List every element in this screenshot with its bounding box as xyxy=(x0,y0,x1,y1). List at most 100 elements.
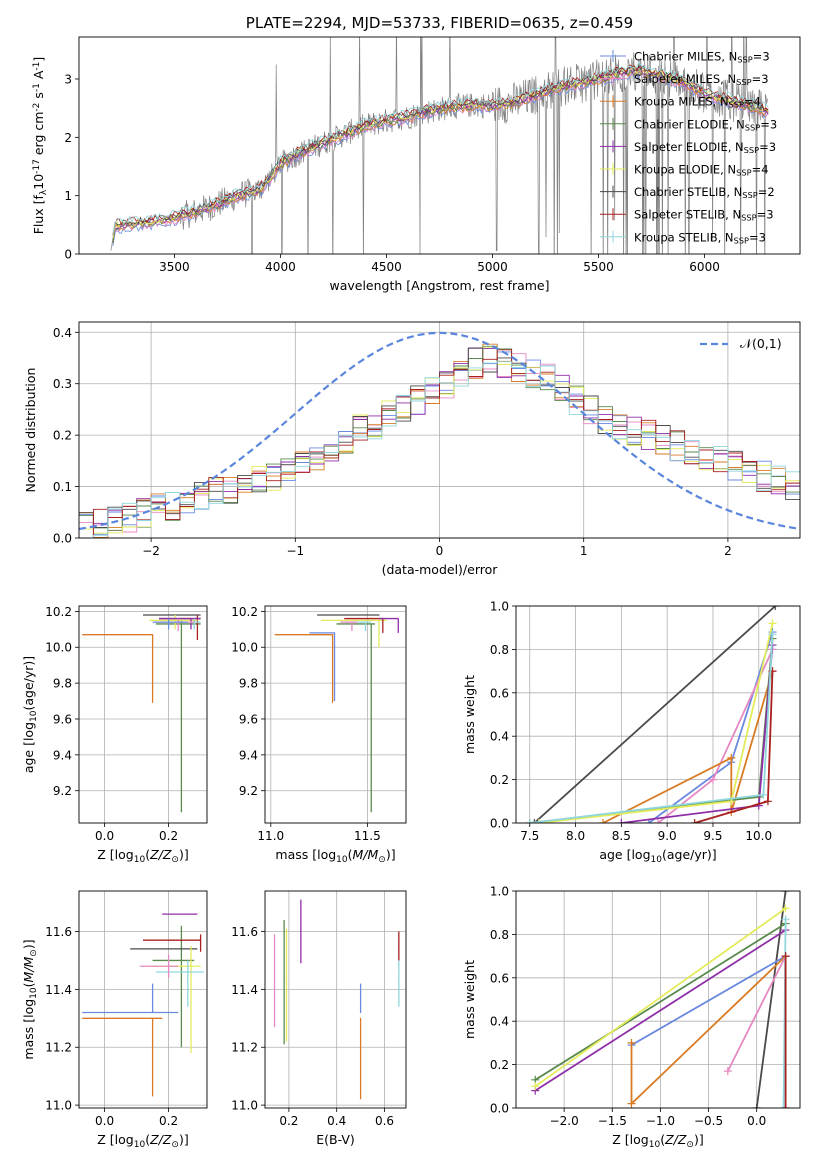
data-point-2 xyxy=(285,982,288,985)
data-point-6 xyxy=(397,617,399,620)
histogram-7 xyxy=(79,349,800,538)
x-tick-label: 0 xyxy=(436,544,444,558)
weight-marker-8 xyxy=(781,1104,790,1108)
x-tick-label: 7.5 xyxy=(520,829,539,843)
y-tick-label: 0.8 xyxy=(490,928,509,942)
y-tick-label: 0.8 xyxy=(490,643,509,657)
y-tick-label: 9.6 xyxy=(239,712,258,726)
model-line-8 xyxy=(112,61,769,235)
legend-label: Salpeter MILES, NSSP=3 xyxy=(634,72,769,87)
data-point-4 xyxy=(174,619,176,621)
x-tick-label: 5000 xyxy=(477,260,508,274)
panel-spectrum: 3500 4000 4500 5000 5500 6000 0 1 2 3 wavelength [… xyxy=(31,14,801,293)
x-tick-label: 8.5 xyxy=(612,829,631,843)
y-tick-label: 0.2 xyxy=(53,429,72,443)
data-point-3 xyxy=(378,614,380,616)
panel-residuals: −2 −1 0 1 2 0.0 0.1 0.2 0.3 0.4 (data-model)/error… xyxy=(23,321,801,577)
plot-area-z-massweight xyxy=(531,891,790,1108)
x-axis-label: mass [log10(M/M⊙)] xyxy=(275,847,395,865)
data-point-8 xyxy=(168,621,170,623)
plot-area-mass-age xyxy=(274,614,399,813)
y-tick-label: 0.0 xyxy=(490,817,509,831)
y-tick-label: 9.8 xyxy=(239,677,258,691)
y-tick-label: 9.6 xyxy=(53,712,72,726)
data-point-5 xyxy=(190,617,192,620)
weight-line-4 xyxy=(631,955,787,1046)
legend-label: Salpeter ELODIE, NSSP=3 xyxy=(634,140,776,155)
y-tick-label: 9.8 xyxy=(53,677,72,691)
weight-marker-2 xyxy=(708,775,717,784)
y-tick-label: 9.4 xyxy=(239,748,258,762)
x-tick-label: −0.5 xyxy=(694,1114,723,1128)
plot-area-age-massweight xyxy=(525,606,780,823)
weight-marker-6 xyxy=(768,619,777,628)
weight-marker-3 xyxy=(727,753,736,762)
legend-label: Chabrier ELODIE, NSSP=3 xyxy=(634,117,777,132)
y-tick-label: 9.2 xyxy=(53,784,72,798)
data-point-6 xyxy=(190,965,192,967)
weight-marker-0 xyxy=(752,1104,761,1108)
data-point-2 xyxy=(180,959,182,962)
data-point-0 xyxy=(332,634,334,636)
legend-label: Kroupa MILES, NSSP=4 xyxy=(634,95,761,110)
weight-line-3 xyxy=(534,907,787,1088)
panel-z-mass: 0.0 0.2 11.0 11.2 11.4 11.6 Z [log10(Z/Z⊙)] mas… xyxy=(21,890,208,1150)
weight-marker-7 xyxy=(779,1104,788,1108)
y-tick-label: 1 xyxy=(64,189,72,203)
x-tick-label: 0.2 xyxy=(279,1114,298,1128)
x-axis-label: E(B-V) xyxy=(316,1132,355,1147)
x-tick-label: 2 xyxy=(724,544,732,558)
x-tick-label: 9.0 xyxy=(658,829,677,843)
data-point-5 xyxy=(184,913,186,915)
y-tick-label: 11.4 xyxy=(45,983,72,997)
y-tick-label: 0.0 xyxy=(490,1102,509,1116)
axes-frame xyxy=(78,36,801,255)
x-tick-label: 11.5 xyxy=(354,829,381,843)
y-tick-label: 0.0 xyxy=(53,532,72,546)
weight-marker-5 xyxy=(627,1099,636,1108)
y-tick-label: 11.6 xyxy=(231,925,258,939)
weight-marker-7 xyxy=(763,797,772,806)
weight-marker-0 xyxy=(530,819,539,823)
weight-marker-8 xyxy=(759,790,768,799)
legend-label: Chabrier MILES, NSSP=3 xyxy=(634,50,770,65)
axes-frame xyxy=(78,321,801,539)
y-tick-label: 0.2 xyxy=(490,1058,509,1072)
y-axis-label: mass weight xyxy=(462,675,477,754)
histogram-8 xyxy=(79,361,800,538)
data-point-5 xyxy=(359,1011,362,1014)
data-point-0 xyxy=(152,1017,154,1019)
y-axis-label: mass [log10(M/M⊙)] xyxy=(21,939,39,1059)
weight-marker-0 xyxy=(771,606,780,610)
x-tick-label: 0.0 xyxy=(95,1114,114,1128)
weight-marker-8 xyxy=(768,630,777,639)
x-tick-label: 10.0 xyxy=(745,829,772,843)
y-tick-label: 11.0 xyxy=(231,1099,258,1113)
y-tick-label: 0.1 xyxy=(53,480,72,494)
data-point-1 xyxy=(283,982,285,985)
y-tick-label: 9.4 xyxy=(53,748,72,762)
x-tick-label: −2.0 xyxy=(550,1114,579,1128)
model-line-0 xyxy=(112,72,769,246)
y-tick-label: 10.2 xyxy=(231,605,258,619)
data-point-1 xyxy=(180,623,182,625)
x-tick-label: 3500 xyxy=(159,260,190,274)
axes-frame xyxy=(264,605,407,824)
y-tick-label: 0 xyxy=(64,248,72,262)
x-tick-label: 0.2 xyxy=(159,829,178,843)
weight-marker-8 xyxy=(525,819,534,823)
y-tick-label: 11.6 xyxy=(45,925,72,939)
y-tick-label: 1.0 xyxy=(490,600,509,614)
chart-title: PLATE=2294, MJD=53733, FIBERID=0635, z=0… xyxy=(246,14,633,32)
weight-marker-3 xyxy=(531,1082,540,1091)
observed-spectrum xyxy=(110,37,769,254)
data-point-8 xyxy=(168,965,170,967)
panel-mass-age: 11.0 11.5 9.2 9.4 9.6 9.8 10.0 10.2 mass [log10(… xyxy=(231,605,407,865)
weight-line-2 xyxy=(534,929,787,1092)
legend-label: Salpeter STELIB, NSSP=3 xyxy=(634,208,774,223)
legend-label-normal: 𝒩(0,1) xyxy=(740,336,782,351)
y-tick-label: 0.4 xyxy=(53,326,72,340)
legend-label: Chabrier STELIB, NSSP=2 xyxy=(634,185,775,200)
y-tick-label: 10.0 xyxy=(231,641,258,655)
data-point-3 xyxy=(184,948,186,950)
